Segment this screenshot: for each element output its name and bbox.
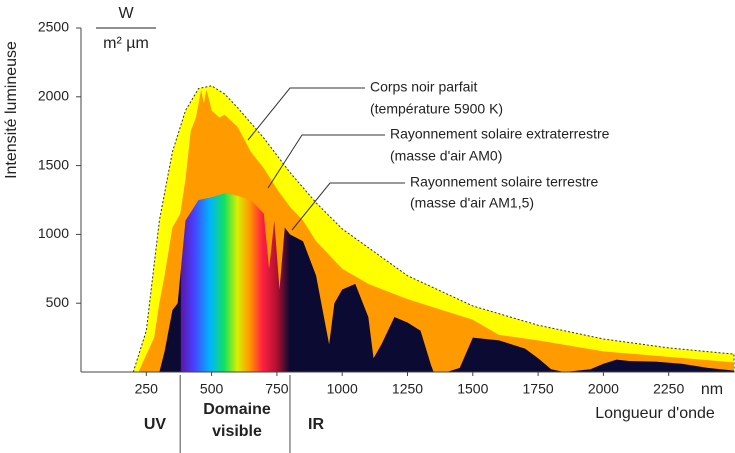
- y-unit-numerator: W: [118, 5, 134, 22]
- x-tick-label: 1750: [523, 381, 554, 397]
- x-unit: nm: [701, 381, 723, 398]
- leader-line: [267, 134, 385, 189]
- x-tick-label: 2000: [588, 381, 619, 397]
- annotation: Rayonnement solaire extraterrestre: [390, 126, 610, 142]
- y-tick-label: 2500: [38, 19, 69, 35]
- region-label: visible: [212, 423, 262, 440]
- x-tick-label: 1500: [457, 381, 488, 397]
- x-tick-label: 1250: [392, 381, 423, 397]
- region-label: UV: [144, 416, 167, 433]
- y-axis-label: Intensité lumineuse: [3, 41, 20, 179]
- annotation: (masse d'air AM1,5): [410, 195, 534, 211]
- x-axis-label: Longueur d'onde: [595, 405, 715, 422]
- x-tick-label: 2250: [653, 381, 684, 397]
- series-area: [159, 193, 735, 372]
- region-label: IR: [308, 416, 324, 433]
- x-tick-label: 250: [135, 381, 159, 397]
- y-tick-label: 1000: [38, 225, 69, 241]
- x-tick-label: 750: [265, 381, 289, 397]
- x-tick-label: 500: [200, 381, 224, 397]
- region-label: Domaine: [203, 401, 271, 418]
- annotation: Rayonnement solaire terrestre: [410, 174, 599, 190]
- leader-line: [247, 87, 365, 141]
- annotation: (température 5900 K): [370, 101, 503, 117]
- annotation: (masse d'air AM0): [390, 148, 502, 164]
- y-tick-label: 2000: [38, 88, 69, 104]
- y-tick-label: 500: [46, 294, 70, 310]
- annotation: Corps noir parfait: [370, 79, 477, 95]
- plot-area: [132, 85, 735, 373]
- y-tick-label: 1500: [38, 156, 69, 172]
- y-unit-denominator: m² µm: [103, 35, 149, 52]
- x-tick-label: 1000: [327, 381, 358, 397]
- leader-line: [291, 182, 405, 231]
